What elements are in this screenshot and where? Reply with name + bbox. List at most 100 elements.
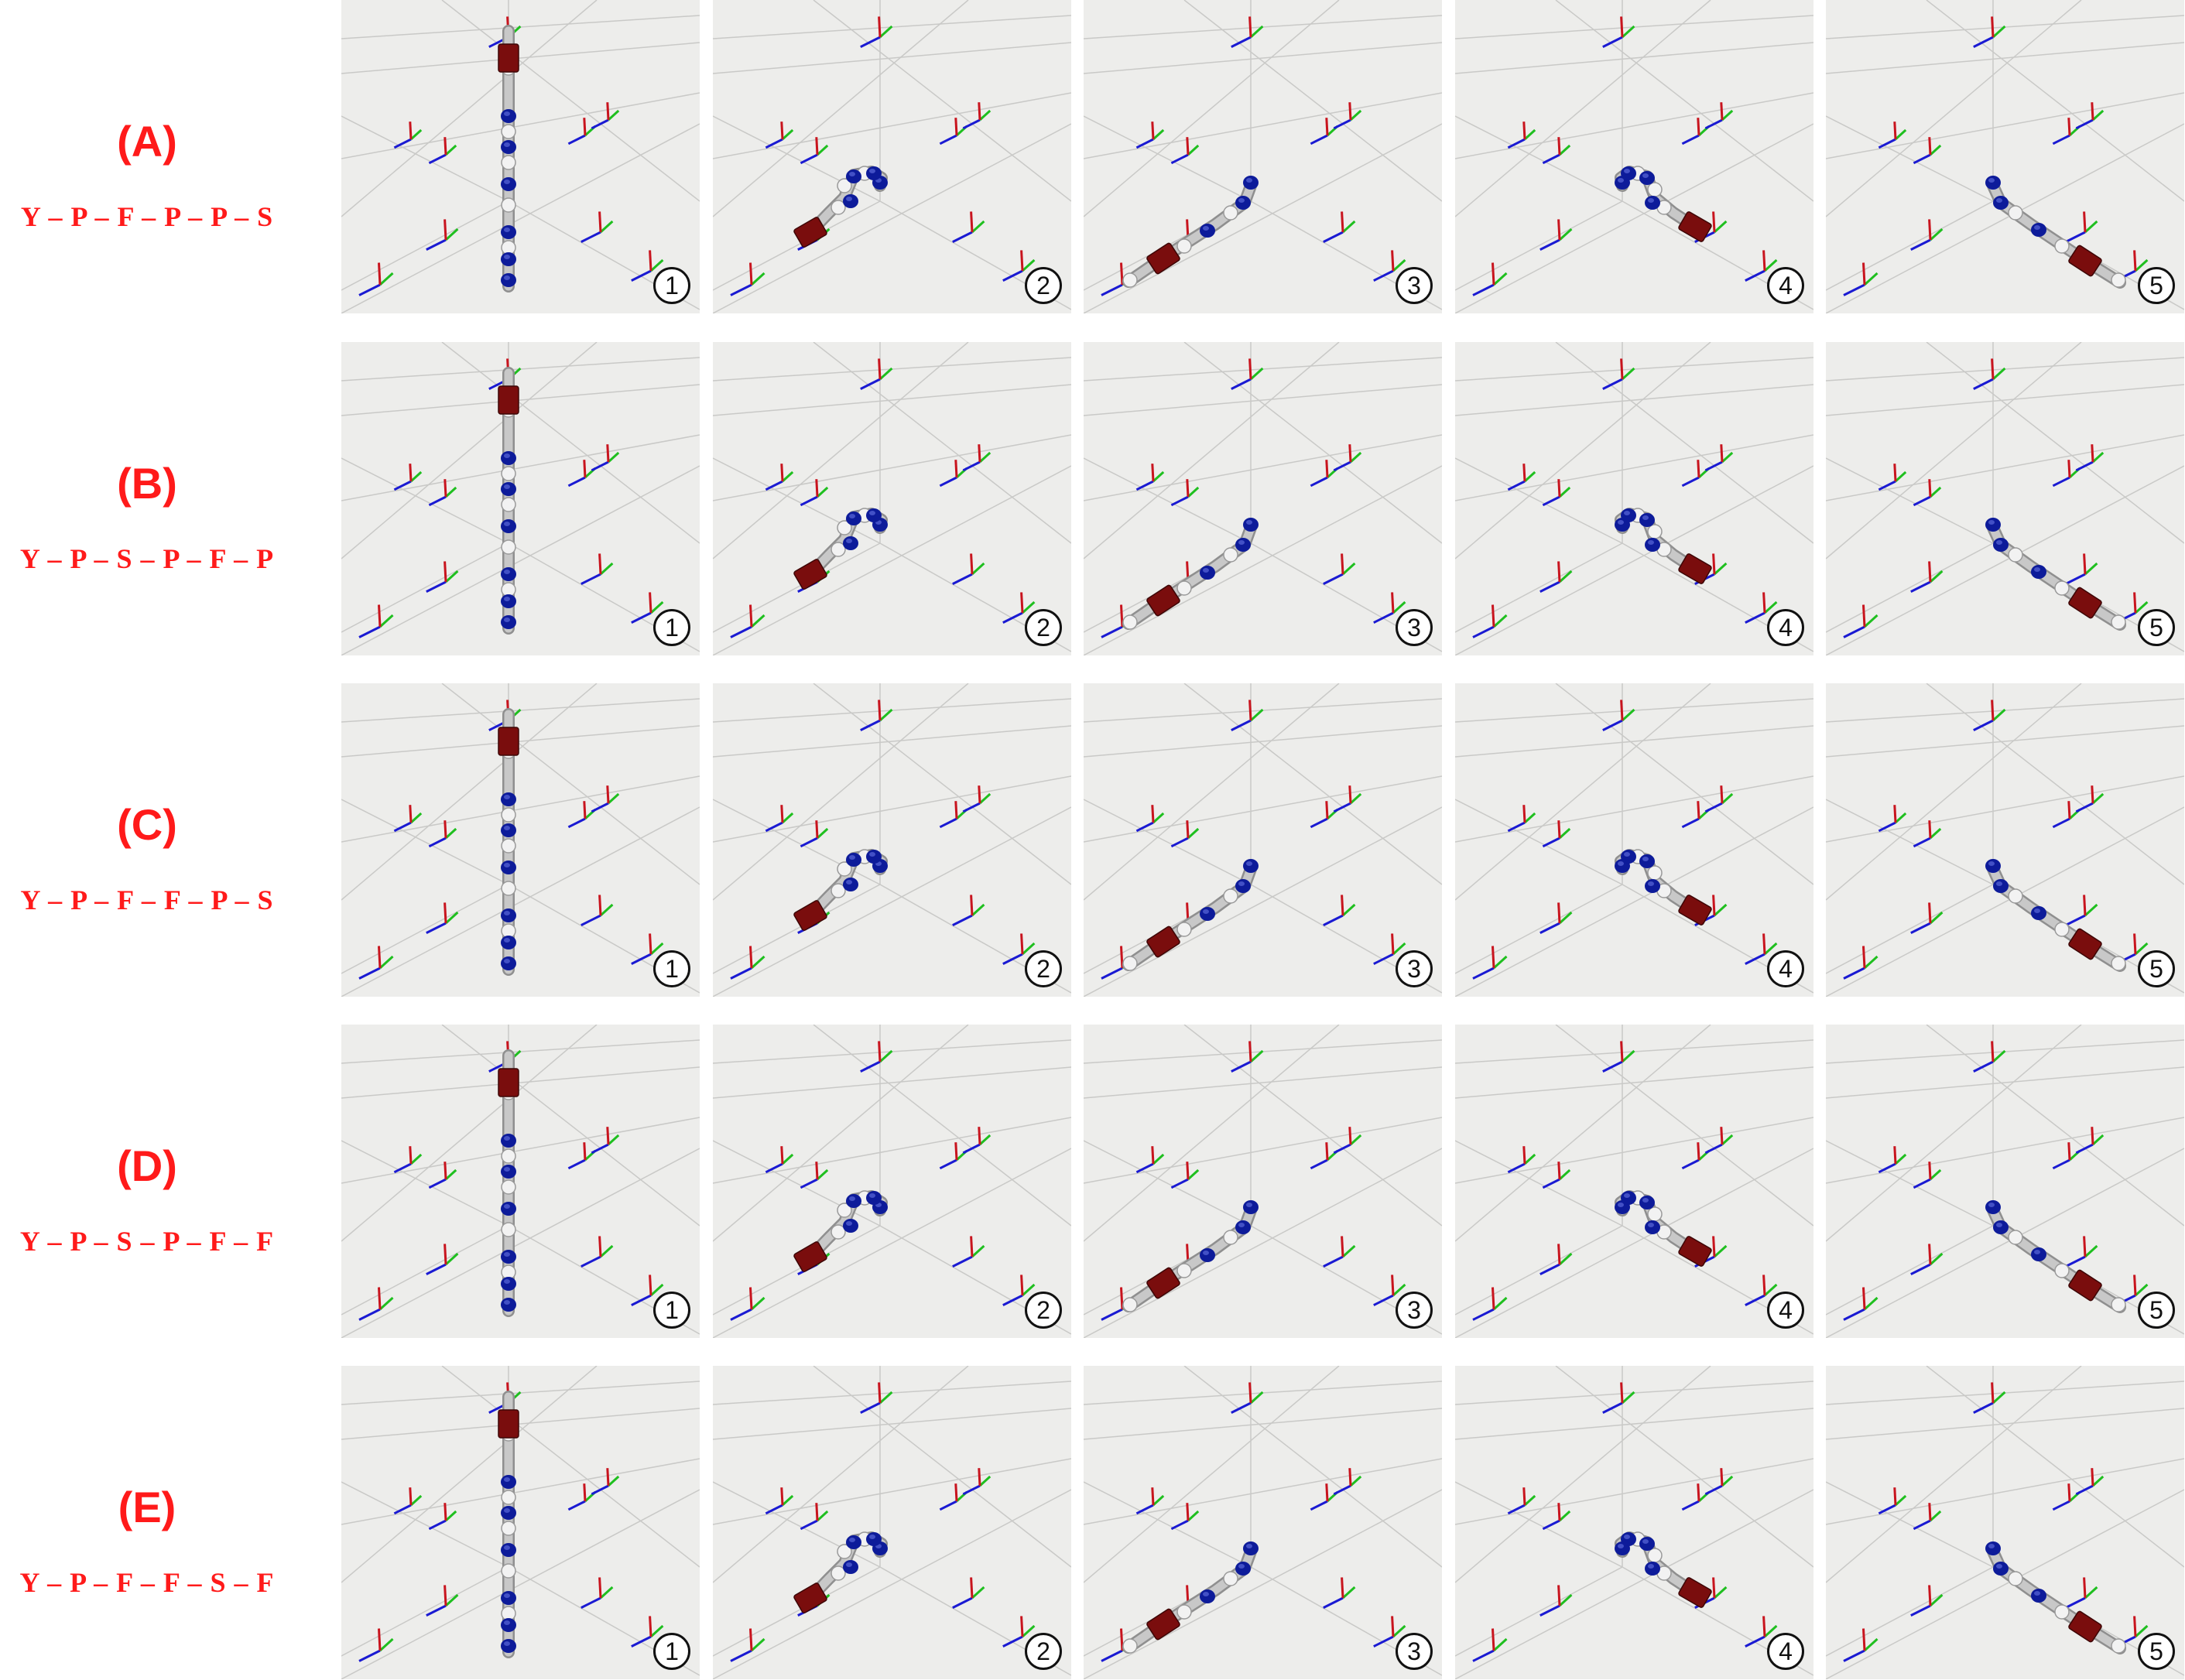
- coordinate-frame-marker: [952, 1236, 985, 1268]
- coordinate-frame-marker: [1135, 805, 1165, 833]
- coordinate-frame-marker: [800, 1503, 829, 1531]
- row-label: (C) Y – P – F – F – P – S: [0, 799, 294, 916]
- revolute-joint: [1621, 1532, 1636, 1546]
- frame-number-badge: 4: [1767, 267, 1804, 304]
- ground-grid: [713, 1366, 1071, 1679]
- frame-number-badge: 3: [1396, 1292, 1433, 1329]
- ground-grid: [713, 0, 1071, 313]
- coordinate-frame-marker: [393, 1487, 423, 1515]
- spherical-joint: [1176, 580, 1192, 596]
- coordinate-frame-marker: [962, 1127, 991, 1155]
- coordinate-frame-marker: [2075, 1468, 2105, 1496]
- spherical-joint: [1647, 524, 1663, 539]
- coordinate-frame-marker: [1973, 358, 2006, 390]
- spherical-joint: [1223, 888, 1238, 904]
- spherical-joint: [831, 1565, 846, 1581]
- coordinate-frame-marker: [1373, 250, 1406, 282]
- revolute-joint: [1200, 224, 1215, 238]
- fixed-module: [1146, 584, 1180, 617]
- spherical-joint: [2008, 1571, 2023, 1586]
- coordinate-frame-marker: [1539, 1585, 1573, 1617]
- fixed-module: [793, 900, 827, 931]
- coordinate-frame-marker: [1913, 479, 1942, 507]
- ground-grid: [1826, 342, 2184, 655]
- simulation-panel: 3: [1084, 1366, 1442, 1679]
- revolute-joint: [1993, 196, 2009, 210]
- spherical-joint: [1223, 1230, 1238, 1245]
- frame-number-badge: 5: [2138, 267, 2175, 304]
- fixed-module: [793, 1582, 827, 1613]
- spherical-joint: [2008, 1230, 2023, 1245]
- coordinate-frame-marker: [1539, 902, 1573, 934]
- coordinate-frame-marker: [765, 121, 794, 149]
- simulation-panel: 2: [713, 683, 1071, 997]
- coordinate-frame-marker: [1323, 1236, 1356, 1268]
- joint-sequence: Y – P – S – P – F – P: [19, 543, 275, 574]
- revolute-joint: [2031, 1247, 2046, 1261]
- coordinate-frame-marker: [1602, 1041, 1635, 1073]
- configuration-letter: (B): [117, 459, 177, 508]
- robot-arm: [1615, 166, 1712, 242]
- fixed-module: [793, 559, 827, 590]
- coordinate-frame-marker: [1170, 137, 1200, 165]
- simulation-panel: 4: [1455, 1366, 1813, 1679]
- robot-arm: [793, 849, 888, 931]
- coordinate-frame-marker: [1973, 1382, 2006, 1414]
- spherical-joint: [1647, 865, 1663, 881]
- revolute-joint: [501, 519, 516, 533]
- configuration-letter: (D): [117, 1141, 177, 1190]
- revolute-joint: [1200, 1248, 1215, 1262]
- coordinate-frame-marker: [1602, 358, 1635, 390]
- ground-grid: [1084, 0, 1442, 313]
- coordinate-frame-marker: [1681, 1483, 1711, 1511]
- simulation-panel: 1: [341, 1025, 700, 1338]
- robot-arm: [498, 1049, 519, 1317]
- coordinate-frame-marker: [358, 262, 394, 296]
- coordinate-frame-marker: [1507, 464, 1536, 491]
- spherical-joint: [2111, 614, 2126, 630]
- coordinate-frame-marker: [1910, 1585, 1944, 1617]
- frame-number-badge: 3: [1396, 1633, 1433, 1670]
- coordinate-frame-marker: [1333, 1468, 1362, 1496]
- spherical-joint: [837, 861, 852, 877]
- spherical-joint: [2054, 238, 2070, 254]
- frame-number-badge: 2: [1025, 1633, 1062, 1670]
- robot-arm: [1985, 176, 2126, 289]
- coordinate-frame-marker: [1542, 1162, 1571, 1189]
- coordinate-frame-marker: [1135, 1146, 1165, 1174]
- fixed-module: [2068, 1269, 2102, 1302]
- spherical-joint: [501, 881, 516, 896]
- revolute-joint: [1621, 850, 1636, 864]
- frame-number-badge: 1: [653, 950, 690, 987]
- revolute-joint: [501, 1202, 516, 1216]
- coordinate-frame-marker: [2065, 1236, 2098, 1268]
- coordinate-frame-marker: [1704, 1468, 1734, 1496]
- coordinate-frame-marker: [2075, 444, 2105, 472]
- joint-sequence: Y – P – F – P – P – S: [20, 201, 274, 232]
- coordinate-frame-marker: [1507, 1146, 1536, 1174]
- scene-render: [1084, 0, 1442, 313]
- ground-grid: [1826, 1025, 2184, 1338]
- revolute-joint: [2031, 1589, 2046, 1603]
- spherical-joint: [837, 1544, 852, 1559]
- robot-arm: [793, 1531, 888, 1613]
- coordinate-frame-marker: [2075, 102, 2105, 130]
- frame-number-badge: 4: [1767, 1633, 1804, 1670]
- spherical-joint: [1176, 1263, 1192, 1278]
- coordinate-frame-marker: [1602, 16, 1635, 48]
- coordinate-frame-marker: [1472, 946, 1508, 980]
- frame-number-badge: 4: [1767, 950, 1804, 987]
- revolute-joint: [501, 273, 516, 287]
- revolute-joint: [1235, 538, 1251, 552]
- spherical-joint: [1223, 547, 1238, 563]
- coordinate-frame-marker: [2052, 1142, 2081, 1170]
- coordinate-frame-marker: [1310, 118, 1339, 145]
- coordinate-frame-marker: [1745, 250, 1778, 282]
- coordinate-frame-marker: [1333, 1127, 1362, 1155]
- spherical-joint: [2008, 888, 2023, 904]
- coordinate-frame-marker: [1135, 1487, 1165, 1515]
- robot-arm: [1615, 1531, 1712, 1608]
- simulation-panel: 5: [1826, 1366, 2184, 1679]
- simulation-panel: 5: [1826, 683, 2184, 997]
- coordinate-frame-marker: [1910, 902, 1944, 934]
